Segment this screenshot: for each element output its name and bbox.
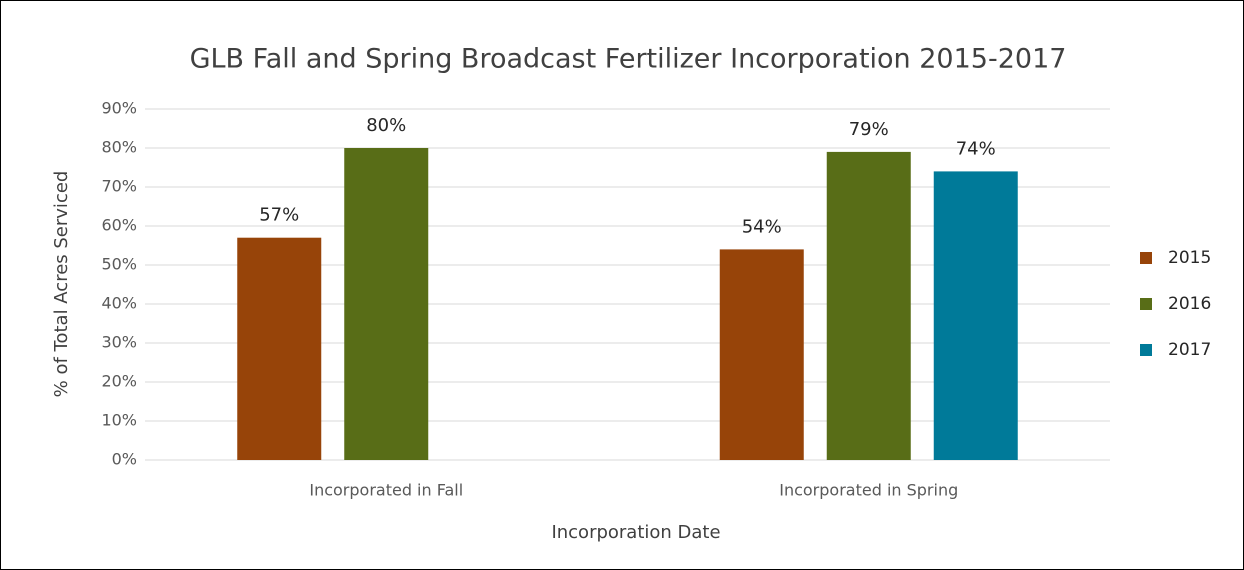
- y-tick-label: 90%: [101, 99, 137, 118]
- y-tick-label: 40%: [101, 294, 137, 313]
- legend-swatch: [1140, 344, 1152, 356]
- chart-title: GLB Fall and Spring Broadcast Fertilizer…: [190, 44, 1067, 75]
- x-tick-label: Incorporated in Fall: [309, 481, 463, 500]
- y-tick-label: 20%: [101, 372, 137, 391]
- y-tick-label: 10%: [101, 411, 137, 430]
- bar: [719, 249, 804, 460]
- bar: [237, 237, 322, 460]
- bar: [933, 171, 1018, 460]
- y-tick-label: 60%: [101, 216, 137, 235]
- y-tick-label: 70%: [101, 177, 137, 196]
- x-tick-label: Incorporated in Spring: [779, 481, 958, 500]
- bar: [344, 148, 429, 460]
- y-tick-label: 30%: [101, 333, 137, 352]
- data-label: 54%: [742, 216, 782, 237]
- y-tick-label: 50%: [101, 255, 137, 274]
- data-label: 79%: [849, 119, 889, 140]
- data-label: 80%: [366, 115, 406, 136]
- legend-swatch: [1140, 298, 1152, 310]
- y-tick-label: 0%: [112, 450, 137, 469]
- legend-label: 2016: [1168, 294, 1211, 314]
- data-label: 57%: [259, 205, 299, 226]
- x-axis-title: Incorporation Date: [551, 522, 720, 543]
- bar: [826, 151, 911, 460]
- legend-label: 2017: [1168, 340, 1211, 360]
- y-axis-title: % of Total Acres Serviced: [51, 171, 72, 398]
- legend-swatch: [1140, 252, 1152, 264]
- y-tick-label: 80%: [101, 138, 137, 157]
- legend-label: 2015: [1168, 248, 1211, 268]
- data-label: 74%: [956, 138, 996, 159]
